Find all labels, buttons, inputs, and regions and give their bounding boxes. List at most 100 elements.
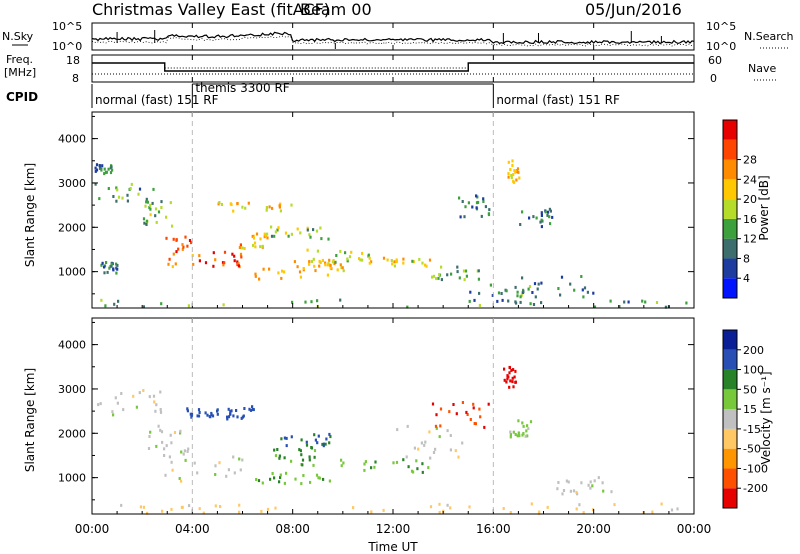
scatter-cell <box>328 258 331 262</box>
scatter-cell <box>476 195 479 199</box>
scatter-cell <box>507 172 510 176</box>
scatter-cell <box>320 237 323 241</box>
scatter-cell <box>319 226 322 230</box>
scatter-cell <box>116 401 119 405</box>
scatter-cell <box>218 201 221 204</box>
scatter-cell <box>159 428 162 432</box>
scatter-cell <box>294 477 297 481</box>
scatter-cell <box>298 448 301 452</box>
scatter-cell <box>144 204 147 208</box>
scatter-cell <box>243 407 246 410</box>
scatter-cell <box>513 375 516 379</box>
scatter-cell <box>154 214 157 218</box>
scatter-cell <box>370 466 373 470</box>
scatter-cell <box>530 502 533 506</box>
scatter-cell <box>209 415 212 419</box>
scatter-cell <box>154 409 157 413</box>
scatter-cell <box>340 266 343 270</box>
scatter-cell <box>510 173 513 177</box>
scatter-cell <box>510 176 513 180</box>
scatter-cell <box>685 301 688 305</box>
scatter-cell <box>193 461 196 465</box>
scatter-cell <box>233 254 236 258</box>
scatter-cell <box>418 257 421 261</box>
scatter-cell <box>456 265 459 269</box>
scatter-cell <box>212 264 215 268</box>
scatter-cell <box>469 418 472 421</box>
colorbar-swatch <box>723 238 737 259</box>
scatter-cell <box>241 415 244 419</box>
scatter-cell <box>329 435 332 439</box>
scatter-cell <box>283 270 286 274</box>
scatter-cell <box>104 304 107 308</box>
power-scale-label: Power [dB] <box>757 175 771 240</box>
scatter-cell <box>627 300 630 304</box>
scatter-cell <box>287 234 290 238</box>
scatter-cell <box>95 163 99 167</box>
scatter-cell <box>322 444 325 448</box>
colorbar-swatch <box>723 389 737 410</box>
velocity-cells <box>97 365 679 515</box>
scatter-cell <box>358 257 361 261</box>
scatter-cell <box>549 209 552 213</box>
scatter-cell <box>352 506 355 510</box>
velocity-colorbar: -200 -100 -50 -15 15 50 100 200 Velocity [m s⁻¹… <box>722 329 773 509</box>
scatter-cell <box>308 455 311 459</box>
scatter-cell <box>302 267 305 270</box>
scatter-cell <box>551 215 554 219</box>
scatter-cell <box>304 300 307 304</box>
scatter-cell <box>405 455 408 459</box>
scatter-cell <box>277 271 280 275</box>
scatter-cell <box>147 447 151 450</box>
scatter-cell <box>236 202 239 205</box>
colorbar-tick-label: 50 <box>743 383 757 396</box>
scatter-cell <box>265 208 268 212</box>
scatter-cell <box>514 300 517 304</box>
scatter-cell <box>160 206 163 209</box>
scatter-cell <box>402 257 405 261</box>
scatter-cell <box>241 205 244 209</box>
noise-left-tick-top: 10^5 <box>52 20 82 33</box>
scatter-cell <box>329 266 332 270</box>
scatter-cell <box>263 235 266 239</box>
scatter-cell <box>322 477 325 481</box>
scatter-cell <box>407 465 410 469</box>
scatter-cell <box>188 504 191 508</box>
scatter-cell <box>116 188 119 192</box>
scatter-cell <box>94 169 97 173</box>
scatter-cell <box>512 368 515 372</box>
colorbar-tick-label: 12 <box>743 233 757 246</box>
scatter-cell <box>339 263 342 267</box>
scatter-cell <box>469 290 472 294</box>
scatter-cell <box>308 262 311 266</box>
colorbar-swatch <box>723 468 737 489</box>
scatter-cell <box>190 412 194 416</box>
colorbar-swatch <box>723 409 737 429</box>
scatter-cell <box>138 187 142 191</box>
scatter-cell <box>597 476 600 480</box>
scatter-cell <box>309 235 312 239</box>
scatter-cell <box>546 213 549 217</box>
scatter-cell <box>260 509 263 513</box>
scatter-cell <box>143 221 146 225</box>
scatter-cell <box>587 483 590 487</box>
scatter-cell <box>532 215 535 219</box>
scatter-cell <box>438 502 441 506</box>
scatter-cell <box>117 195 121 199</box>
scatter-cell <box>152 187 155 191</box>
scatter-cell <box>196 414 199 418</box>
scatter-cell <box>496 299 499 303</box>
scatter-cell <box>103 265 106 269</box>
scatter-cell <box>546 210 550 214</box>
scatter-cell <box>97 403 100 407</box>
scatter-cell <box>535 216 538 220</box>
scatter-cell <box>161 440 164 444</box>
time-tick-label: 16:00 <box>476 522 511 536</box>
scatter-cell <box>170 507 173 511</box>
time-tick-label: 00:00 <box>75 522 110 536</box>
scatter-cell <box>428 258 432 262</box>
scatter-cell <box>251 408 255 411</box>
scatter-cell <box>254 272 257 276</box>
